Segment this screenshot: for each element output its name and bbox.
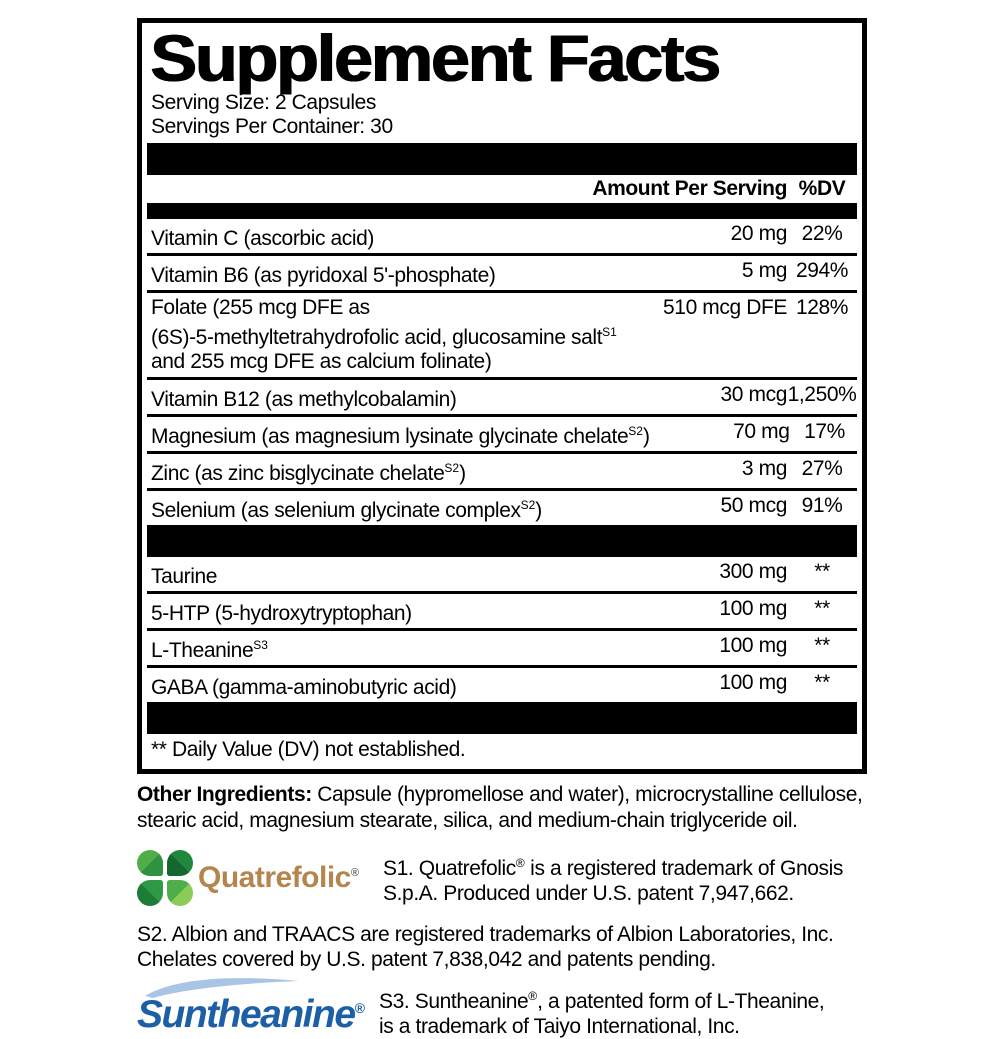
table-row-5htp: 5-HTP (5-hydroxytryptophan) 100 mg ** bbox=[147, 591, 857, 628]
supplement-facts-panel: Supplement Facts Serving Size: 2 Capsule… bbox=[137, 18, 867, 774]
quatrefolic-trademark-row: Quatrefolic® S1. Quatrefolic® is a regis… bbox=[137, 850, 867, 906]
swoosh-icon bbox=[145, 978, 299, 998]
ingredient-dv: ** bbox=[814, 634, 830, 657]
ingredient-dv: 27% bbox=[801, 457, 843, 480]
table-row-taurine: Taurine 300 mg ** bbox=[147, 557, 857, 591]
amount-column-header: Amount Per Serving bbox=[592, 177, 787, 200]
ingredient-amount: 510 mcg DFE bbox=[663, 296, 787, 319]
table-row-vitamin-b6: Vitamin B6 (as pyridoxal 5'-phosphate) 5… bbox=[147, 253, 857, 290]
ingredient-name: Vitamin C (ascorbic acid) bbox=[151, 227, 375, 250]
ingredient-dv: ** bbox=[814, 671, 830, 694]
section-divider-bar bbox=[147, 203, 857, 219]
ingredient-dv: 17% bbox=[804, 420, 845, 443]
other-ingredients: Other Ingredients: Capsule (hypromellose… bbox=[137, 782, 870, 834]
section-divider-bar bbox=[147, 702, 857, 734]
quatrefolic-wordmark: Quatrefolic® bbox=[198, 861, 359, 894]
ingredient-amount: 20 mg bbox=[730, 222, 788, 245]
ingredient-dv: 294% bbox=[795, 259, 849, 282]
ingredient-name: Folate (255 mcg DFE as (6S)-5-methyltetr… bbox=[151, 296, 617, 373]
ingredient-amount: 70 mg bbox=[733, 420, 790, 443]
table-row-selenium: Selenium (as selenium glycinate complexS… bbox=[147, 488, 857, 525]
ingredient-amount: 100 mg bbox=[719, 634, 787, 657]
ingredient-name: Vitamin B6 (as pyridoxal 5'-phosphate) bbox=[151, 264, 496, 287]
column-header-row: Amount Per Serving %DV bbox=[147, 175, 857, 203]
panel-title: Supplement Facts bbox=[150, 21, 721, 95]
s3-note-line2: is a trademark of Taiyo International, I… bbox=[379, 1015, 740, 1038]
ingredient-amount: 100 mg bbox=[719, 671, 787, 694]
ingredient-amount: 300 mg bbox=[719, 560, 787, 583]
ingredient-dv: 91% bbox=[801, 494, 843, 517]
section-divider-bar bbox=[147, 525, 857, 557]
dv-footnote: ** Daily Value (DV) not established. bbox=[151, 738, 466, 761]
suntheanine-trademark-row: Suntheanine® S3. Suntheanine®, a patente… bbox=[137, 978, 867, 1039]
suntheanine-logo: Suntheanine® bbox=[137, 978, 379, 1038]
other-ingredients-text: Capsule (hypromellose and water), microc… bbox=[137, 783, 863, 832]
s2-note: S2. Albion and TRAACS are registered tra… bbox=[137, 922, 867, 972]
registered-mark-icon: ® bbox=[354, 1000, 365, 1016]
ingredient-amount: 50 mcg bbox=[720, 494, 788, 517]
ingredient-dv: 128% bbox=[795, 296, 849, 319]
quatrefolic-logo: Quatrefolic® bbox=[137, 850, 383, 906]
ingredient-amount: 5 mg bbox=[741, 259, 787, 282]
ingredient-name: GABA (gamma-aminobutyric acid) bbox=[151, 676, 457, 699]
s1-note-line2: S.p.A. Produced under U.S. patent 7,947,… bbox=[383, 881, 794, 905]
ingredient-dv: 1,250% bbox=[787, 383, 857, 406]
s1-note: S1. Quatrefolic® is a registered tradema… bbox=[383, 851, 843, 906]
ingredient-name: Zinc (as zinc bisglycinate chelateS2) bbox=[151, 461, 466, 485]
ingredient-amount: 100 mg bbox=[719, 597, 787, 620]
s2-note-line1: S2. Albion and TRAACS are registered tra… bbox=[137, 923, 834, 946]
s3-note: S3. Suntheanine®, a patented form of L-T… bbox=[379, 984, 825, 1039]
ingredient-dv: 22% bbox=[801, 222, 843, 245]
ingredient-name: Magnesium (as magnesium lysinate glycina… bbox=[151, 424, 650, 448]
section-divider-bar bbox=[147, 143, 857, 175]
s1-note-line1: S1. Quatrefolic® is a registered tradema… bbox=[383, 855, 843, 880]
ingredient-name: Vitamin B12 (as methylcobalamin) bbox=[151, 388, 457, 411]
ingredient-name: L-TheanineS3 bbox=[151, 638, 268, 662]
table-row-vitamin-b12: Vitamin B12 (as methylcobalamin) 30 mcg … bbox=[147, 377, 857, 414]
ingredient-dv: ** bbox=[814, 597, 830, 620]
table-row-l-theanine: L-TheanineS3 100 mg ** bbox=[147, 628, 857, 665]
table-row-zinc: Zinc (as zinc bisglycinate chelateS2) 3 … bbox=[147, 451, 857, 488]
table-row-magnesium: Magnesium (as magnesium lysinate glycina… bbox=[147, 414, 857, 451]
s3-note-line1: S3. Suntheanine®, a patented form of L-T… bbox=[379, 989, 825, 1013]
ingredient-amount: 30 mcg bbox=[720, 383, 788, 406]
ingredient-name: Taurine bbox=[151, 565, 218, 588]
registered-mark-icon: ® bbox=[350, 867, 359, 879]
dv-column-header: %DV bbox=[798, 177, 846, 200]
ingredient-dv: ** bbox=[814, 560, 830, 583]
clover-icon bbox=[137, 850, 193, 906]
table-row-vitamin-c: Vitamin C (ascorbic acid) 20 mg 22% bbox=[147, 219, 857, 253]
serving-size: Serving Size: 2 Capsules bbox=[151, 91, 377, 114]
ingredient-amount: 3 mg bbox=[741, 457, 787, 480]
other-ingredients-label: Other Ingredients: bbox=[137, 783, 312, 806]
table-row-folate: Folate (255 mcg DFE as (6S)-5-methyltetr… bbox=[147, 290, 857, 377]
table-row-gaba: GABA (gamma-aminobutyric acid) 100 mg ** bbox=[147, 665, 857, 702]
ingredient-name: Selenium (as selenium glycinate complexS… bbox=[151, 498, 542, 522]
servings-per-container: Servings Per Container: 30 bbox=[151, 115, 393, 138]
ingredient-name: 5-HTP (5-hydroxytryptophan) bbox=[151, 602, 412, 625]
label-content: Supplement Facts Serving Size: 2 Capsule… bbox=[137, 18, 867, 1039]
s2-note-line2: Chelates covered by U.S. patent 7,838,04… bbox=[137, 948, 716, 971]
